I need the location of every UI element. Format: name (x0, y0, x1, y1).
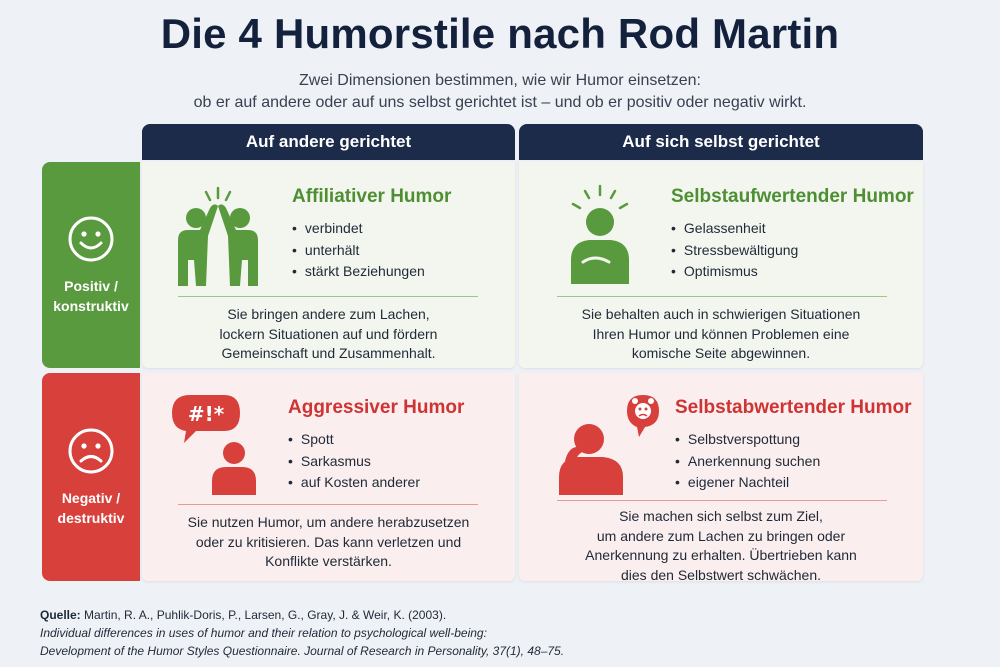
cell-aggressive-bullets: Spott Sarkasmus auf Kosten anderer (288, 429, 420, 494)
cell-affiliative: Affiliativer Humor verbindet unterhält s… (142, 162, 515, 368)
list-item: stärkt Beziehungen (292, 261, 425, 283)
description-line: oder zu kritisieren. Das kann verletzen … (195, 533, 462, 550)
subtitle-line-1: Zwei Dimensionen bestimmen, wie wir Humo… (299, 72, 701, 89)
description-line: dies den Selbstwert schwächen. (621, 566, 821, 583)
description-line: lockern Situationen auf und fördern (219, 325, 438, 342)
cell-affiliative-description: Sie bringen andere zum Lachen, lockern S… (152, 305, 505, 364)
row-label-positive: Positiv / konstruktiv (42, 162, 140, 368)
source-line-2: Individual differences in uses of humor … (40, 626, 487, 640)
cell-aggressive-description: Sie nutzen Humor, um andere herabzusetze… (152, 513, 505, 572)
smiley-sad-icon (68, 428, 114, 474)
source-citation: Quelle: Martin, R. A., Puhlik-Doris, P.,… (40, 606, 564, 660)
cell-self-enhancing-description: Sie behalten auch in schwierigen Situati… (529, 305, 913, 364)
row-label-positive-line1: Positiv / (64, 278, 118, 294)
cell-affiliative-title: Affiliativer Humor (292, 186, 452, 207)
description-line: Sie behalten auch in schwierigen Situati… (581, 306, 861, 322)
divider (178, 504, 478, 505)
description-line: komische Seite abgewinnen. (631, 345, 811, 361)
list-item: verbindet (292, 218, 425, 240)
description-line: Konflikte verstärken. (265, 553, 392, 569)
column-header-others: Auf andere gerichtet (142, 124, 515, 160)
cell-self-enhancing-bullets: Gelassenheit Stressbewältigung Optimismu… (671, 218, 798, 283)
cell-self-defeating-bullets: Selbstverspottung Anerkennung suchen eig… (675, 429, 820, 494)
divider (557, 296, 887, 297)
column-header-self: Auf sich selbst gerichtet (519, 124, 923, 160)
cell-aggressive-title: Aggressiver Humor (288, 397, 465, 418)
divider (557, 500, 887, 501)
cell-self-defeating-description: Sie machen sich selbst zum Ziel, um ande… (529, 507, 913, 585)
source-label: Quelle: (40, 608, 81, 622)
cell-affiliative-bullets: verbindet unterhält stärkt Beziehungen (292, 218, 425, 283)
list-item: Selbstverspottung (675, 429, 820, 451)
cell-self-enhancing: Selbstaufwertender Humor Gelassenheit St… (519, 162, 923, 368)
description-line: Ihren Humor und können Problemen eine (592, 325, 850, 342)
list-item: Stressbewältigung (671, 240, 798, 262)
page-title: Die 4 Humorstile nach Rod Martin (160, 10, 840, 57)
smiley-happy-icon (68, 216, 114, 262)
list-item: Anerkennung suchen (675, 451, 820, 473)
description-line: Sie bringen andere zum Lachen, (227, 306, 430, 322)
calm-person-icon (571, 184, 629, 284)
cell-self-enhancing-title: Selbstaufwertender Humor (671, 186, 914, 207)
sad-person-icon (559, 395, 659, 495)
description-line: Gemeinschaft und Zusammenhalt. (221, 345, 436, 361)
cell-self-defeating: Selbstabwertender Humor Selbstverspottun… (519, 373, 923, 583)
row-label-negative-line1: Negativ / (61, 490, 121, 506)
description-line: um andere zum Lachen zu bringen oder (596, 527, 846, 544)
list-item: auf Kosten anderer (288, 472, 420, 494)
divider (178, 296, 478, 297)
row-label-negative: Negativ / destruktiv (42, 373, 140, 581)
source-authors: Martin, R. A., Puhlik-Doris, P., Larsen,… (84, 608, 447, 622)
list-item: Gelassenheit (671, 218, 798, 240)
description-line: Sie nutzen Humor, um andere herabzusetze… (187, 514, 470, 530)
list-item: Optimismus (671, 261, 798, 283)
subtitle-line-2: ob er auf andere oder auf uns selbst ger… (193, 94, 807, 111)
description-line: Anerkennung zu erhalten. Übertrieben kan… (585, 547, 857, 563)
list-item: unterhält (292, 240, 425, 262)
subtitle: Zwei Dimensionen bestimmen, wie wir Humo… (0, 70, 1000, 114)
high-five-icon (178, 186, 258, 286)
row-label-positive-line2: konstruktiv (53, 298, 129, 314)
cell-self-defeating-title: Selbstabwertender Humor (675, 397, 912, 418)
description-line: Sie machen sich selbst zum Ziel, (619, 508, 823, 524)
svg-text:#!*: #!* (188, 402, 225, 426)
list-item: Spott (288, 429, 420, 451)
row-label-negative-line2: destruktiv (57, 510, 125, 526)
cell-aggressive: #!* Aggressiver Humor Spott Sarkasmus au… (142, 373, 515, 581)
list-item: Sarkasmus (288, 451, 420, 473)
source-line-3: Development of the Humor Styles Question… (40, 644, 565, 658)
list-item: eigener Nachteil (675, 472, 820, 494)
shouting-person-icon: #!* (172, 395, 256, 495)
